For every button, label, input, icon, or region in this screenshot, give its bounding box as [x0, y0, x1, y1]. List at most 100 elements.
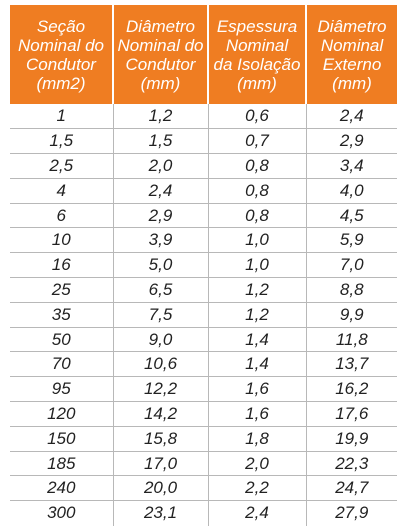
cell-cross-section: 2,5 [10, 153, 113, 179]
cell-insulation-thickness: 2,4 [207, 500, 306, 526]
header-line: Condutor [26, 54, 96, 74]
table-row: 1,5 1,5 0,7 2,9 [10, 128, 397, 155]
header-line: Diâmetro [317, 16, 387, 36]
cell-external-diameter: 8,8 [305, 277, 397, 303]
cell-external-diameter: 13,7 [305, 351, 397, 378]
header-line: Seção [36, 16, 86, 36]
cell-conductor-diameter: 2,4 [112, 178, 208, 204]
cell-conductor-diameter: 3,9 [112, 227, 208, 254]
cell-conductor-diameter: 12,2 [112, 376, 208, 403]
table-row: 6 2,9 0,8 4,5 [10, 203, 397, 229]
header-line: (mm) [332, 73, 372, 93]
cell-external-diameter: 9,9 [305, 302, 397, 328]
cell-cross-section: 240 [10, 475, 113, 502]
table-row: 185 17,0 2,0 22,3 [10, 451, 397, 477]
cable-spec-table: Seção Nominal do Condutor (mm2) Diâmetro… [10, 5, 397, 526]
table-row: 16 5,0 1,0 7,0 [10, 252, 397, 279]
table-row: 10 3,9 1,0 5,9 [10, 227, 397, 254]
cell-conductor-diameter: 15,8 [112, 426, 208, 452]
cell-conductor-diameter: 20,0 [112, 475, 208, 502]
cell-insulation-thickness: 1,4 [207, 327, 306, 353]
cell-conductor-diameter: 23,1 [112, 500, 208, 526]
cell-external-diameter: 19,9 [305, 426, 397, 452]
header-conductor-diameter: Diâmetro Nominal do Condutor (mm) [112, 5, 209, 104]
cell-external-diameter: 4,5 [305, 203, 397, 229]
cell-cross-section: 50 [10, 327, 113, 353]
header-cross-section: Seção Nominal do Condutor (mm2) [10, 5, 114, 104]
table-row: 35 7,5 1,2 9,9 [10, 302, 397, 328]
cell-conductor-diameter: 2,0 [112, 153, 208, 179]
header-line: Nominal [320, 35, 384, 55]
cell-insulation-thickness: 0,8 [207, 153, 306, 179]
cell-insulation-thickness: 1,8 [207, 426, 306, 452]
cell-conductor-diameter: 1,5 [112, 128, 208, 155]
cell-external-diameter: 11,8 [305, 327, 397, 353]
cell-conductor-diameter: 10,6 [112, 351, 208, 378]
cell-conductor-diameter: 6,5 [112, 277, 208, 303]
table-row: 120 14,2 1,6 17,6 [10, 401, 397, 427]
header-insulation-thickness: Espessura Nominal da Isolação (mm) [207, 5, 307, 104]
header-line: Nominal [225, 35, 289, 55]
cell-external-diameter: 16,2 [305, 376, 397, 403]
cell-external-diameter: 27,9 [305, 500, 397, 526]
table-row: 300 23,1 2,4 27,9 [10, 500, 397, 526]
cell-cross-section: 120 [10, 401, 113, 427]
table-body: 1 1,2 0,6 2,4 1,5 1,5 0,7 2,9 2,5 2,0 0,8 3,4 4 2,4 0,… [10, 104, 397, 526]
header-line: Espessura [216, 16, 298, 36]
header-line: (mm) [237, 73, 277, 93]
cell-insulation-thickness: 1,0 [207, 227, 306, 254]
cell-insulation-thickness: 0,8 [207, 178, 306, 204]
cell-external-diameter: 3,4 [305, 153, 397, 179]
cell-conductor-diameter: 17,0 [112, 451, 208, 477]
header-line: (mm2) [36, 73, 86, 93]
cell-cross-section: 1 [10, 104, 113, 130]
header-line: Externo [322, 54, 382, 74]
cell-external-diameter: 2,4 [305, 104, 397, 130]
cell-external-diameter: 5,9 [305, 227, 397, 254]
cell-conductor-diameter: 5,0 [112, 252, 208, 279]
cell-insulation-thickness: 0,8 [207, 203, 306, 229]
header-line: da Isolação [213, 54, 301, 74]
header-line: Nominal do [18, 35, 104, 55]
cell-cross-section: 185 [10, 451, 113, 477]
cell-cross-section: 35 [10, 302, 113, 328]
cell-conductor-diameter: 2,9 [112, 203, 208, 229]
table-row: 1 1,2 0,6 2,4 [10, 104, 397, 130]
cell-cross-section: 16 [10, 252, 113, 279]
cell-insulation-thickness: 1,6 [207, 401, 306, 427]
cell-cross-section: 10 [10, 227, 113, 254]
table-row: 25 6,5 1,2 8,8 [10, 277, 397, 303]
cell-cross-section: 150 [10, 426, 113, 452]
table-row: 70 10,6 1,4 13,7 [10, 351, 397, 378]
cell-conductor-diameter: 14,2 [112, 401, 208, 427]
cell-insulation-thickness: 2,2 [207, 475, 306, 502]
header-row: Seção Nominal do Condutor (mm2) Diâmetro… [10, 5, 397, 104]
table-row: 50 9,0 1,4 11,8 [10, 327, 397, 353]
page: Seção Nominal do Condutor (mm2) Diâmetro… [10, 5, 397, 526]
cell-insulation-thickness: 0,7 [207, 128, 306, 155]
table-row: 150 15,8 1,8 19,9 [10, 426, 397, 452]
table-row: 240 20,0 2,2 24,7 [10, 475, 397, 502]
header-line: Nominal do [117, 35, 204, 55]
cell-external-diameter: 24,7 [305, 475, 397, 502]
cell-cross-section: 4 [10, 178, 113, 204]
cell-cross-section: 95 [10, 376, 113, 403]
cell-insulation-thickness: 1,4 [207, 351, 306, 378]
cell-cross-section: 1,5 [10, 128, 113, 155]
header-line: Condutor [125, 54, 196, 74]
cell-cross-section: 70 [10, 351, 113, 378]
cell-conductor-diameter: 9,0 [112, 327, 208, 353]
header-external-diameter: Diâmetro Nominal Externo (mm) [305, 5, 397, 104]
cell-insulation-thickness: 1,2 [207, 302, 306, 328]
cell-external-diameter: 17,6 [305, 401, 397, 427]
table-header: Seção Nominal do Condutor (mm2) Diâmetro… [10, 5, 397, 104]
cell-insulation-thickness: 1,0 [207, 252, 306, 279]
cell-insulation-thickness: 1,6 [207, 376, 306, 403]
cell-cross-section: 25 [10, 277, 113, 303]
cell-external-diameter: 2,9 [305, 128, 397, 155]
cell-insulation-thickness: 0,6 [207, 104, 306, 130]
cell-conductor-diameter: 7,5 [112, 302, 208, 328]
cell-conductor-diameter: 1,2 [112, 104, 208, 130]
header-line: (mm) [140, 73, 181, 93]
header-line: Diâmetro [126, 16, 195, 36]
